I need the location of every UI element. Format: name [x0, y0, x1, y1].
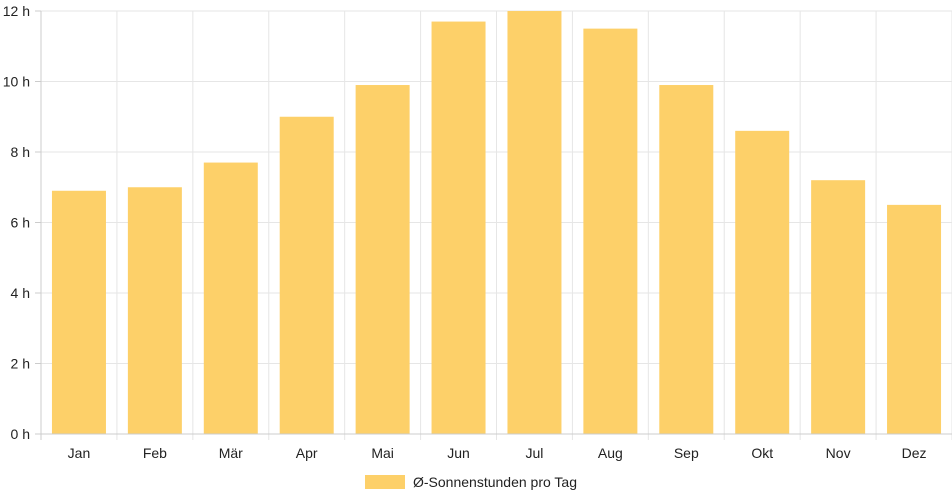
y-tick-label: 12 h: [3, 3, 30, 19]
x-tick-label: Feb: [143, 445, 167, 461]
bar-Nov[interactable]: [811, 180, 866, 434]
bar-Jan[interactable]: [51, 190, 106, 434]
axes: [35, 10, 952, 440]
y-tick-label: 0 h: [11, 426, 30, 442]
grid-lines: [41, 10, 952, 440]
legend-label: Ø-Sonnenstunden pro Tag: [413, 474, 577, 490]
bar-Sep[interactable]: [659, 85, 714, 435]
x-tick-label: Okt: [751, 445, 773, 461]
y-tick-label: 6 h: [11, 215, 30, 231]
x-tick-label: Aug: [598, 445, 623, 461]
x-tick-label: Jul: [526, 445, 544, 461]
bar-Dez[interactable]: [887, 204, 942, 434]
y-tick-label: 2 h: [11, 356, 30, 372]
y-tick-label: 4 h: [11, 285, 30, 301]
bar-Apr[interactable]: [279, 116, 334, 434]
legend[interactable]: Ø-Sonnenstunden pro Tag: [0, 470, 952, 494]
x-tick-label: Apr: [296, 445, 318, 461]
x-tick-label: Sep: [674, 445, 699, 461]
bar-Feb[interactable]: [127, 187, 182, 434]
x-tick-label: Nov: [826, 445, 851, 461]
x-tick-label: Jan: [68, 445, 91, 461]
y-tick-label: 8 h: [11, 144, 30, 160]
x-tick-label: Mai: [371, 445, 394, 461]
legend-swatch: [365, 475, 405, 489]
bar-Jul[interactable]: [507, 11, 562, 434]
bar-Aug[interactable]: [583, 28, 638, 434]
y-tick-label: 10 h: [3, 74, 30, 90]
x-tick-label: Dez: [902, 445, 927, 461]
bar-chart: 0 h 2 h 4 h 6 h 8 h 10 h 12 h Jan Feb Mär Apr Mai Ju…: [3, 3, 952, 461]
bar-Jun[interactable]: [431, 21, 486, 434]
bar-Okt[interactable]: [735, 130, 790, 434]
bars: [51, 11, 942, 435]
x-tick-label: Jun: [447, 445, 470, 461]
tick-labels: 0 h 2 h 4 h 6 h 8 h 10 h 12 h Jan Feb Mär Apr Mai Ju…: [3, 3, 927, 461]
x-tick-label: Mär: [219, 445, 243, 461]
bar-Mai[interactable]: [355, 85, 410, 435]
bar-Mär[interactable]: [203, 162, 258, 434]
